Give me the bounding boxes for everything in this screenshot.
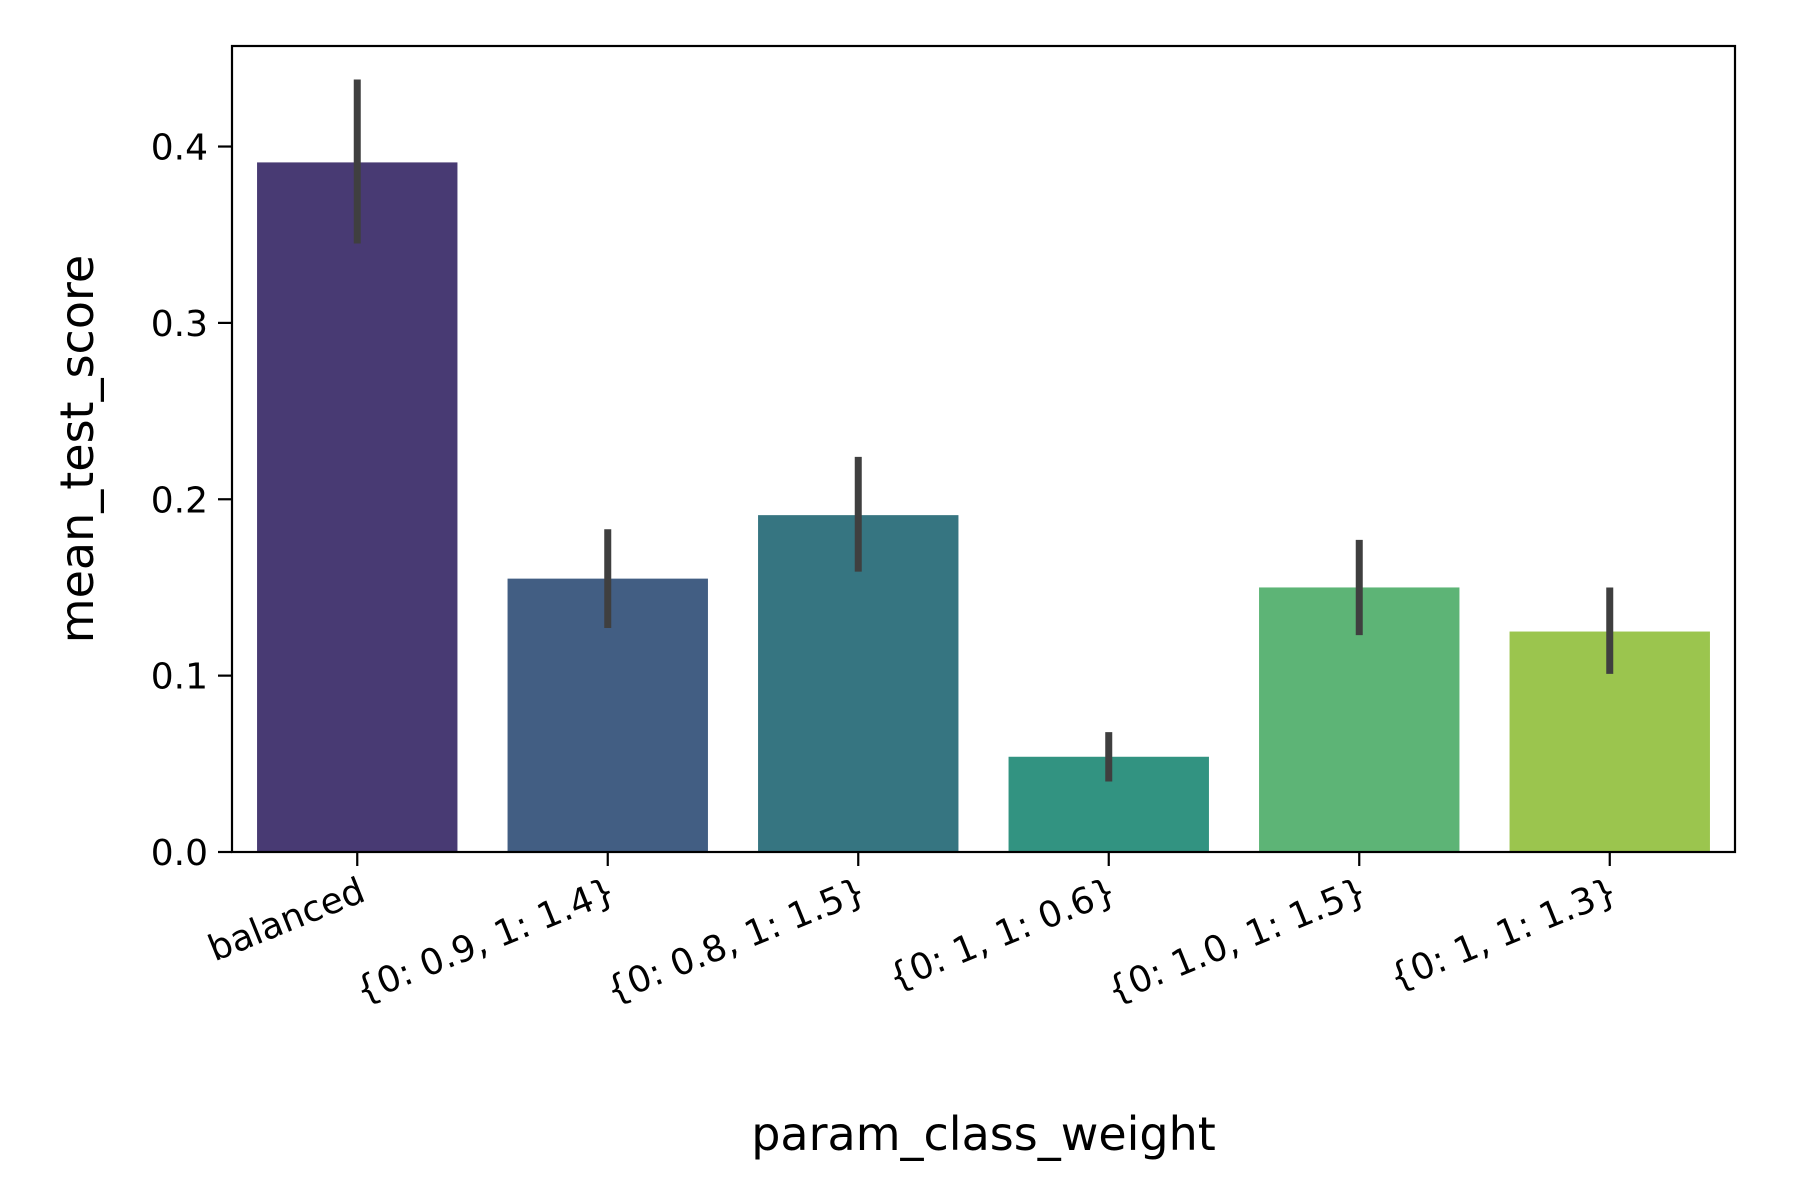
x-tick-label-1: {0: 0.9, 1: 1.4} — [350, 870, 621, 1011]
bars-group — [257, 162, 1710, 853]
error-bars-group — [353, 79, 1614, 782]
y-tick-label-1: 0.1 — [151, 657, 208, 698]
plot-frame — [230, 44, 1737, 854]
x-tick-label-4: {0: 1.0, 1: 1.5} — [1101, 870, 1372, 1011]
y-tick-label-4: 0.4 — [151, 128, 208, 169]
y-axis-label: mean_test_score — [50, 255, 104, 643]
y-tick-label-3: 0.3 — [151, 304, 208, 345]
x-tick-label-5: {0: 1, 1: 1.3} — [1384, 870, 1624, 999]
x-tick-label-2: {0: 0.8, 1: 1.5} — [600, 870, 871, 1011]
bar-0 — [257, 162, 458, 853]
x-tick-label-3: {0: 1, 1: 0.6} — [883, 870, 1123, 999]
y-axis-ticks: 0.0 0.1 0.2 0.3 0.4 — [151, 128, 232, 874]
x-axis-ticks: balanced{0: 0.9, 1: 1.4}{0: 0.8, 1: 1.5}… — [203, 852, 1623, 1012]
y-tick-label-0: 0.0 — [151, 833, 208, 874]
x-axis-label: param_class_weight — [751, 1107, 1216, 1161]
x-tick-label-0: balanced — [203, 870, 371, 970]
y-tick-label-2: 0.2 — [151, 480, 208, 521]
